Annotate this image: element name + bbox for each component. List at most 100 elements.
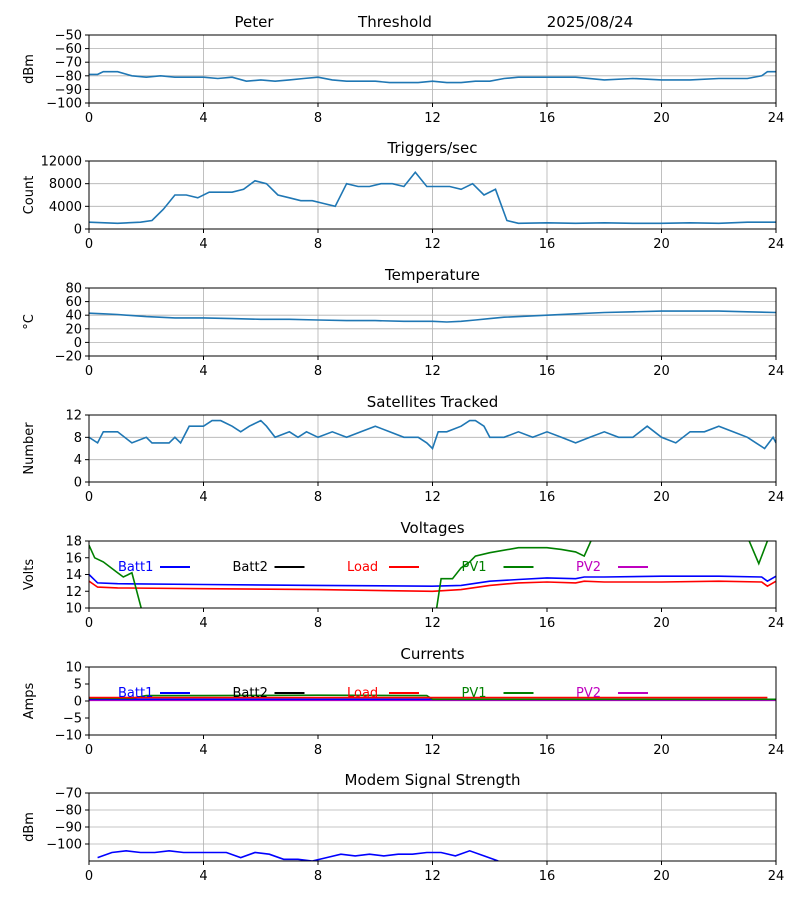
x-tick-label: 24 xyxy=(768,237,785,252)
series-line-1 xyxy=(89,419,776,450)
y-tick-label: 5 xyxy=(74,678,82,693)
x-tick-label: 20 xyxy=(653,111,670,126)
y-tick-label: −50 xyxy=(55,29,82,44)
x-tick-label: 4 xyxy=(199,743,207,758)
y-tick-label: −20 xyxy=(55,350,82,365)
x-tick-label: 24 xyxy=(768,616,785,631)
y-tick-label: 80 xyxy=(65,282,82,297)
panel-title: Temperature xyxy=(384,266,480,284)
x-tick-label: 16 xyxy=(539,616,556,631)
y-tick-label: −100 xyxy=(46,97,82,112)
chart-panel-2: 0 4 8 12 16 20 24 0 4000 8000 12000 Triggers/sec Cou… xyxy=(22,139,784,252)
y-tick-label: −70 xyxy=(55,787,82,802)
y-tick-label: 10 xyxy=(65,602,82,617)
x-tick-label: 0 xyxy=(85,237,93,252)
x-tick-label: 12 xyxy=(424,490,441,505)
y-tick-label: 16 xyxy=(65,551,82,566)
y-axis-label: °C xyxy=(22,314,37,330)
y-tick-label: 0 xyxy=(74,476,82,491)
panel-title: Modem Signal Strength xyxy=(345,771,521,789)
series-line-load xyxy=(89,580,776,593)
y-tick-label: 40 xyxy=(65,309,82,324)
y-tick-label: −100 xyxy=(46,838,82,853)
y-tick-label: 12 xyxy=(65,409,82,424)
y-tick-label: 0 xyxy=(74,695,82,710)
x-tick-label: 12 xyxy=(424,237,441,252)
x-tick-label: 24 xyxy=(768,111,785,126)
x-tick-label: 8 xyxy=(314,490,322,505)
header-station: Peter xyxy=(234,13,274,31)
chart-panel-7: 0 4 8 12 16 20 24 −100 −90 −80 −70 Modem Signal Str… xyxy=(22,771,784,884)
y-tick-label: 12000 xyxy=(41,155,82,170)
y-tick-label: −60 xyxy=(55,42,82,57)
x-tick-label: 16 xyxy=(539,743,556,758)
y-axis-label: Number xyxy=(22,422,37,475)
x-tick-label: 20 xyxy=(653,743,670,758)
y-tick-label: −90 xyxy=(55,83,82,98)
chart-panel-6: 0 4 8 12 16 20 24 −10 −5 0 5 10 Currents Amps Batt1 Bat… xyxy=(22,645,784,758)
x-tick-label: 20 xyxy=(653,869,670,884)
header-mode: Threshold xyxy=(357,13,432,31)
panel-title: Triggers/sec xyxy=(387,139,478,157)
x-tick-label: 12 xyxy=(424,364,441,379)
series-line-batt1 xyxy=(89,573,776,588)
x-tick-label: 12 xyxy=(424,111,441,126)
chart-panel-1: 0 4 8 12 16 20 24 −100−90−80−70−60−50 dBm xyxy=(22,29,784,127)
legend-label-pv1: PV1 xyxy=(462,560,487,575)
series-line-1 xyxy=(89,310,776,323)
y-tick-label: 0 xyxy=(74,223,82,238)
y-tick-label: 12 xyxy=(65,585,82,600)
y-axis-label: Amps xyxy=(22,682,37,719)
y-tick-label: −70 xyxy=(55,56,82,71)
y-tick-label: 8000 xyxy=(49,177,82,192)
y-tick-label: −10 xyxy=(55,729,82,744)
legend-label-pv2: PV2 xyxy=(576,686,601,701)
y-tick-label: 60 xyxy=(65,295,82,310)
header-date: 2025/08/24 xyxy=(547,13,633,31)
legend-label-pv2: PV2 xyxy=(576,560,601,575)
x-tick-label: 8 xyxy=(314,616,322,631)
legend-label-load: Load xyxy=(347,686,378,701)
x-tick-label: 24 xyxy=(768,743,785,758)
x-tick-label: 4 xyxy=(199,616,207,631)
y-tick-label: −90 xyxy=(55,821,82,836)
x-tick-label: 0 xyxy=(85,490,93,505)
x-tick-label: 16 xyxy=(539,111,556,126)
y-tick-label: 14 xyxy=(65,568,82,583)
x-tick-label: 8 xyxy=(314,237,322,252)
y-tick-label: 0 xyxy=(74,336,82,351)
y-tick-label: −5 xyxy=(63,712,82,727)
legend-label-batt2: Batt2 xyxy=(233,686,268,701)
x-tick-label: 4 xyxy=(199,490,207,505)
y-axis-label: dBm xyxy=(22,54,37,84)
panel-title: Satellites Tracked xyxy=(367,393,498,411)
x-tick-label: 8 xyxy=(314,869,322,884)
chart-panel-4: 0 4 8 12 16 20 24 0 4 8 12 Satellites Tracked Number xyxy=(22,393,784,505)
series-line-1 xyxy=(89,70,776,84)
x-tick-label: 20 xyxy=(653,237,670,252)
legend-label-pv1: PV1 xyxy=(462,686,487,701)
series-line-pv1 xyxy=(89,541,770,608)
legend-label-batt1: Batt1 xyxy=(118,686,153,701)
panel-title: Currents xyxy=(400,645,464,663)
x-tick-label: 4 xyxy=(199,364,207,379)
x-tick-label: 8 xyxy=(314,111,322,126)
x-tick-label: 0 xyxy=(85,869,93,884)
x-tick-label: 0 xyxy=(85,743,93,758)
x-tick-label: 20 xyxy=(653,616,670,631)
x-tick-label: 20 xyxy=(653,364,670,379)
axes-frame xyxy=(88,540,777,609)
y-tick-label: 20 xyxy=(65,322,82,337)
x-tick-label: 12 xyxy=(424,743,441,758)
x-tick-label: 12 xyxy=(424,616,441,631)
series-line-1 xyxy=(89,171,776,225)
panel-title: Voltages xyxy=(400,519,464,537)
x-tick-label: 16 xyxy=(539,490,556,505)
y-axis-label: Volts xyxy=(22,559,37,591)
y-axis-label: dBm xyxy=(22,812,37,842)
x-tick-label: 16 xyxy=(539,237,556,252)
